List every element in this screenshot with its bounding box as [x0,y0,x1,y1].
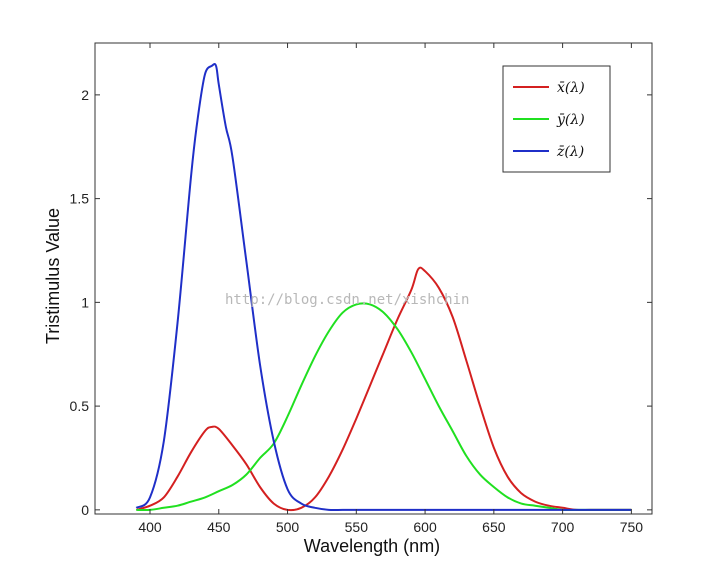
y-tick-label: 1 [81,294,89,310]
ticks-layer: 400 450 500 550 600 650 700 750 0 0.5 1 1.5 2 [70,43,652,535]
series-line-2 [136,302,632,512]
legend: x̄(λ) ȳ(λ) z̄(λ) [502,65,611,173]
watermark-text: http://blog.csdn.net/xishchin [225,292,469,308]
x-tick-label: 400 [138,519,162,535]
legend-label-1: x̄(λ) [557,80,585,96]
y-tick-label: 0 [81,502,89,518]
series-layer [135,63,632,512]
x-tick-label: 550 [345,519,369,535]
series-line-1 [136,266,632,512]
x-tick-label: 650 [482,519,506,535]
x-tick-label: 700 [551,519,575,535]
plot-frame [94,42,653,515]
x-axis-title: Wavelength (nm) [304,536,440,556]
y-tick-label: 2 [81,87,89,103]
y-tick-label: 0.5 [70,398,90,414]
x-tick-label: 750 [620,519,644,535]
y-axis-title: Tristimulus Value [43,208,63,344]
x-tick-label: 450 [207,519,231,535]
legend-label-2: ȳ(λ) [556,112,585,128]
series-line-3 [135,63,632,512]
legend-label-3: z̄(λ) [556,144,584,160]
y-tick-label: 1.5 [70,191,90,207]
x-tick-label: 600 [413,519,437,535]
x-tick-label: 500 [276,519,300,535]
